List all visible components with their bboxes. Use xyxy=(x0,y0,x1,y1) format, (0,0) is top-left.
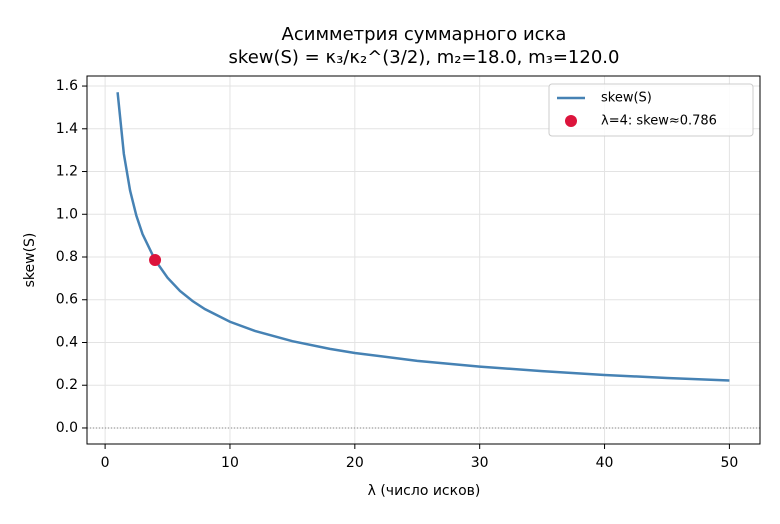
y-tick-label: 0.6 xyxy=(56,292,78,308)
x-tick-label: 20 xyxy=(346,455,364,471)
y-tick-label: 1.2 xyxy=(56,164,78,180)
y-tick-label: 0.0 xyxy=(56,420,78,436)
plot-frame xyxy=(86,75,761,445)
x-tick-label: 0 xyxy=(101,455,110,471)
x-axis-label: λ (число исков) xyxy=(368,483,481,499)
y-tick-label: 0.4 xyxy=(56,334,78,350)
y-tick-label: 1.6 xyxy=(56,78,78,94)
y-tick-label: 1.0 xyxy=(56,206,78,222)
y-tick-label: 0.8 xyxy=(56,249,78,265)
x-tick-label: 30 xyxy=(471,455,489,471)
x-tick-label: 40 xyxy=(596,455,614,471)
x-tick-label: 50 xyxy=(720,455,738,471)
data-line xyxy=(116,92,730,382)
legend-label: λ=4: skew≈0.786 xyxy=(601,114,717,129)
legend-box xyxy=(548,83,754,137)
chart-title: Асимметрия суммарного иска xyxy=(282,24,567,45)
y-tick-label: 1.4 xyxy=(56,121,78,137)
y-tick-label: 0.2 xyxy=(56,377,78,393)
x-tick-label: 10 xyxy=(221,455,239,471)
legend-label: skew(S) xyxy=(601,91,652,106)
y-axis-label: skew(S) xyxy=(22,233,38,288)
chart-subtitle: skew(S) = κ₃/κ₂^(3/2), m₂=18.0, m₃=120.0 xyxy=(229,47,620,68)
legend-swatch xyxy=(565,115,577,127)
data-point xyxy=(149,254,162,266)
